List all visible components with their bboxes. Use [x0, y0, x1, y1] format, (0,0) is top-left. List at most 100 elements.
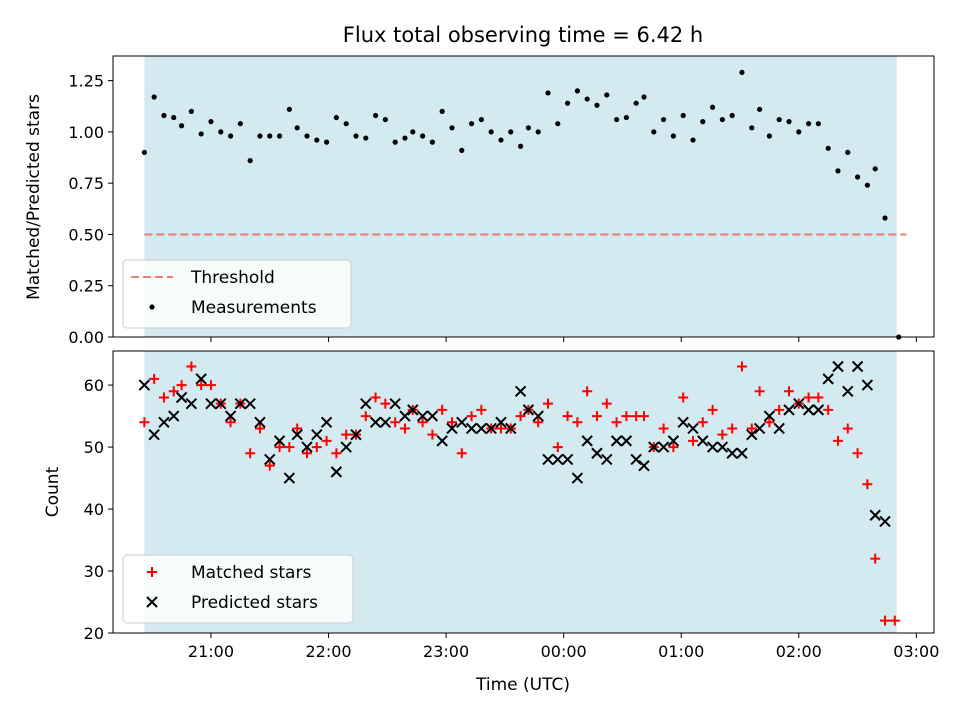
predicted-star-point [773, 422, 785, 435]
measurement-point [171, 114, 177, 121]
matched-star-point [697, 417, 708, 428]
measurement-point [651, 129, 657, 135]
matched-star-point [889, 615, 900, 626]
matched-star-point [446, 417, 457, 428]
predicted-star-point [638, 459, 650, 472]
predicted-star-point [697, 435, 709, 447]
top-y-axis-label: Matched/Predicted stars [24, 94, 44, 300]
top-y-tick-label: 1.25 [68, 72, 104, 91]
matched-star-point [292, 423, 303, 434]
predicted-star-point [195, 373, 207, 385]
matched-star-point [466, 411, 477, 422]
predicted-star-point [842, 385, 854, 397]
matched-star-point [274, 442, 285, 453]
measurement-point [294, 125, 300, 131]
measurement-point [188, 108, 194, 114]
predicted-star-point [465, 422, 478, 435]
predicted-star-point [657, 441, 670, 453]
matched-star-point [542, 398, 553, 409]
predicted-star-point [446, 422, 458, 435]
predicted-star-point [399, 410, 411, 422]
measurement-point [459, 147, 465, 153]
predicted-star-point [389, 397, 401, 410]
top-panel: Matched/Predicted stars 0.00 0.25 0.50 0.75… [24, 55, 935, 347]
predicted-star-point [224, 410, 237, 422]
predicted-star-point [716, 441, 729, 453]
predicted-star-point [783, 404, 795, 416]
predicted-star-point [822, 373, 834, 385]
measurement-point [372, 112, 379, 119]
top-y-tick-label: 0.00 [68, 328, 104, 347]
matched-star-point [842, 423, 853, 434]
measurement-point [276, 133, 283, 139]
predicted-star-point [330, 466, 343, 478]
measurement-point [872, 166, 878, 172]
measurement-point [402, 135, 408, 141]
matched-star-point [205, 380, 216, 391]
measurement-point [584, 96, 590, 102]
measurement-point [449, 125, 455, 131]
predicted-star-point [581, 435, 593, 447]
predicted-star-point [283, 472, 296, 484]
top-y-tick-label: 0.50 [68, 225, 104, 244]
predicted-star-point [436, 435, 448, 447]
predicted-star-point [244, 397, 256, 410]
predicted-star-point [736, 447, 748, 459]
matched-star-point [196, 380, 207, 391]
matched-star-point [803, 392, 814, 403]
measurement-point [478, 116, 484, 123]
matched-star-point [668, 442, 679, 453]
predicted-star-point [320, 416, 333, 428]
predicted-star-point [571, 472, 584, 484]
predicted-star-point [291, 428, 303, 441]
matched-star-point [176, 380, 187, 391]
predicted-star-point [763, 410, 776, 422]
measurement-point [208, 119, 214, 125]
predicted-star-point [832, 360, 844, 373]
measurement-point [323, 139, 330, 145]
measurement-point [333, 114, 339, 121]
measurement-point [604, 92, 610, 98]
measurement-point [805, 121, 812, 127]
matched-stars-legend-label: Matched stars [191, 563, 311, 583]
predicted-star-point [340, 441, 352, 453]
measurement-point [227, 133, 234, 139]
measurement-point [796, 129, 802, 135]
predicted-star-point [869, 509, 881, 521]
x-tick-label: 23:00 [423, 642, 469, 661]
measurement-point [815, 121, 821, 127]
predicted-stars-legend-swatch [146, 596, 158, 608]
matched-star-point [754, 386, 765, 397]
measurement-point [343, 121, 349, 127]
predicted-star-point [311, 428, 323, 441]
measurement-point [314, 137, 320, 143]
x-tick-label: 02:00 [776, 642, 822, 661]
measurement-point [700, 119, 706, 125]
matched-star-point [284, 442, 295, 453]
measurement-point [555, 121, 561, 127]
matched-star-point [331, 448, 342, 459]
predicted-star-point [426, 410, 439, 422]
matched-star-point [862, 479, 873, 490]
matched-star-point [832, 435, 843, 446]
chart-title: Flux total observing time = 6.42 h [343, 23, 703, 47]
predicted-star-point [802, 404, 815, 416]
measurement-point [825, 145, 831, 151]
measurement-point [237, 121, 243, 127]
measurements-legend-label: Measurements [191, 298, 317, 318]
measurement-point [835, 168, 841, 174]
matched-star-point [370, 392, 381, 403]
measurement-point [198, 131, 204, 137]
predicted-star-point [185, 397, 198, 410]
measurement-point [545, 90, 551, 96]
bottom-legend-box [122, 554, 354, 624]
matched-star-point [736, 361, 747, 372]
measurement-point [670, 133, 676, 139]
measurement-point [468, 121, 475, 127]
predicted-star-point [495, 416, 507, 428]
measurement-point [267, 133, 273, 139]
measurement-point [709, 104, 716, 110]
measurement-point [498, 137, 504, 143]
bottom-legend: Matched stars Predicted stars [122, 554, 354, 624]
bottom-y-tick-label: 30 [84, 562, 104, 581]
